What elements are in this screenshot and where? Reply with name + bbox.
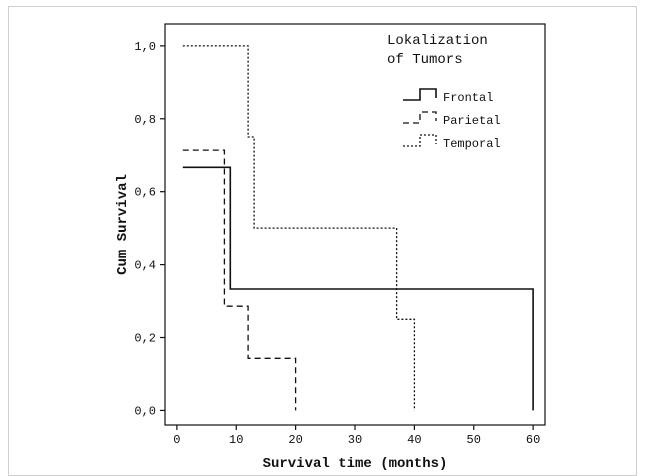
series-layer [182, 45, 534, 411]
x-tick-label: 10 [229, 433, 243, 447]
y-tick-label: 0,4 [134, 259, 156, 273]
legend-swatch-parietal [403, 111, 437, 124]
y-tick-label: 0,0 [134, 404, 156, 418]
axes [164, 23, 546, 426]
y-tick-label: 0,8 [134, 113, 156, 127]
legend-label-temporal: Temporal [443, 137, 501, 151]
x-tick-label: 40 [407, 433, 421, 447]
y-tick-label: 1,0 [134, 40, 156, 54]
legend: Lokalization of Tumors Frontal Parietal Temp… [387, 33, 501, 151]
y-axis-title: Cum Survival [115, 174, 131, 275]
legend-swatch-frontal [403, 88, 437, 101]
plot-box [164, 23, 546, 426]
x-axis-title: Survival time (months) [263, 456, 448, 472]
legend-label-frontal: Frontal [443, 91, 493, 105]
x-tick-label: 20 [288, 433, 302, 447]
x-tick-label: 50 [467, 433, 481, 447]
ticks: 0 10 20 30 40 50 60 0,0 0,2 0,4 0,6 0,8 1,0 [134, 40, 540, 447]
series-parietal-line [182, 149, 297, 411]
series-temporal-line [182, 45, 416, 411]
y-tick-label: 0,6 [134, 186, 156, 200]
series-frontal-line [182, 166, 534, 411]
legend-title-line: Lokalization [387, 33, 488, 49]
legend-swatch-temporal [403, 134, 437, 147]
x-tick-label: 0 [173, 433, 180, 447]
legend-label-parietal: Parietal [443, 114, 501, 128]
y-tick-label: 0,2 [134, 332, 156, 346]
x-tick-label: 30 [348, 433, 362, 447]
legend-title-line: of Tumors [387, 52, 463, 68]
x-tick-label: 60 [526, 433, 540, 447]
